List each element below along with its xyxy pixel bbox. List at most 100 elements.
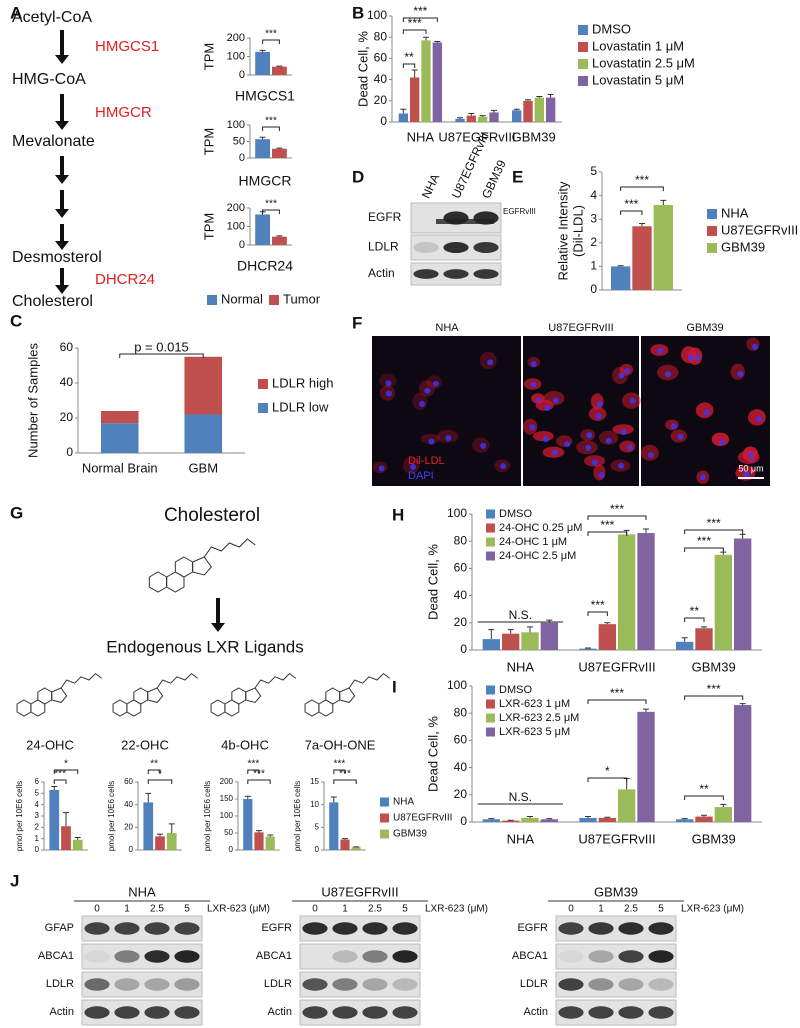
significance-label: ***	[265, 29, 277, 40]
legend-swatch	[486, 699, 495, 709]
arrow-head	[55, 121, 69, 130]
blot-band	[392, 922, 418, 935]
bar	[255, 214, 270, 245]
bar	[502, 633, 520, 650]
metabolite: Acetyl-CoA	[12, 9, 92, 26]
x-tick-label: GBM39	[512, 129, 556, 144]
legend-swatch	[486, 537, 495, 547]
error-bar	[720, 551, 727, 555]
bar	[455, 118, 465, 122]
error-bar	[330, 796, 337, 803]
row-label: ABCA1	[512, 950, 548, 962]
legend-label: U87EGFRvIII	[393, 813, 452, 824]
blot-band	[302, 978, 328, 991]
legend-label: LXR-623 5 μM	[499, 726, 570, 738]
y-tick-label: 4	[35, 800, 40, 809]
significance-label: ***	[635, 173, 649, 187]
cell-nucleus	[647, 451, 654, 458]
bar	[255, 139, 270, 158]
blot-band	[302, 922, 328, 935]
y-tick-label: 60	[124, 777, 133, 786]
bar	[272, 148, 287, 158]
enzyme: DHCR24	[95, 271, 155, 288]
bar	[714, 807, 732, 822]
y-tick-label: 0	[35, 845, 40, 854]
x-axis-label: HMGCR	[239, 173, 292, 189]
y-axis-label: pmol per 10E6 cells	[293, 781, 302, 851]
bar	[184, 414, 223, 453]
structure-ring	[147, 687, 164, 703]
blot-band	[618, 950, 644, 963]
cell-line-title: GBM39	[594, 884, 638, 899]
blot-band	[84, 978, 110, 991]
bar	[351, 847, 361, 850]
panel-letter: E	[512, 167, 523, 186]
bar	[243, 799, 253, 850]
legend-swatch	[578, 25, 588, 35]
y-tick-label: 60	[454, 733, 468, 747]
row-label: Actin	[268, 1006, 292, 1018]
significance-label: ***	[248, 759, 260, 770]
blot-band	[443, 242, 469, 253]
row-label: Actin	[368, 266, 395, 280]
significance-bracket	[402, 29, 427, 34]
significance-label: **	[690, 604, 700, 618]
cell-nucleus	[657, 347, 664, 354]
bar	[272, 66, 287, 75]
error-bar	[513, 108, 520, 111]
y-tick-label: 80	[374, 29, 388, 43]
chart-title: 22-OHC	[121, 737, 169, 752]
error-bar	[267, 834, 274, 837]
bar	[521, 817, 539, 822]
legend-swatch	[258, 379, 268, 389]
error-bar	[643, 528, 649, 534]
panel-letter: I	[392, 677, 397, 696]
blot-band	[392, 978, 418, 991]
legend-swatch	[269, 295, 279, 305]
bar	[398, 113, 408, 122]
y-tick-label: 0	[239, 239, 245, 251]
row-label: ABCA1	[38, 950, 74, 962]
cell-nucleus	[737, 371, 744, 378]
error-bar	[527, 816, 533, 818]
dose-label: 5	[658, 904, 664, 915]
blot-band	[302, 1006, 328, 1019]
metabolite: Mevalonate	[12, 133, 95, 150]
significance-label: ***	[253, 769, 265, 780]
row-label: Actin	[524, 1006, 548, 1018]
row-label: LDLR	[264, 978, 292, 990]
row-label: EGFR	[517, 922, 548, 934]
legend-label: U87EGFRvIII	[721, 222, 798, 237]
y-tick-label: 100	[227, 119, 245, 131]
y-tick-label: 100	[220, 811, 234, 820]
error-bar	[525, 99, 531, 101]
significance-bracket	[587, 611, 608, 616]
cell-nucleus	[424, 387, 431, 394]
error-bar	[276, 147, 283, 149]
y-tick-label: 1	[35, 834, 40, 843]
chart-title: 4b-OHC	[221, 737, 269, 752]
y-tick-label: 0	[229, 845, 234, 854]
cell-nucleus	[747, 452, 754, 459]
dose-label: 1	[124, 904, 130, 915]
error-bar	[434, 40, 441, 43]
blot-band	[473, 269, 499, 279]
panel-letter: J	[10, 871, 19, 890]
y-tick-label: 100	[227, 50, 245, 62]
significance-label: ***	[54, 769, 66, 780]
dose-label: 0	[568, 904, 574, 915]
error-bar	[479, 115, 486, 117]
error-bar	[681, 637, 688, 642]
bar	[329, 802, 339, 850]
bar	[676, 641, 694, 650]
legend-label: DMSO	[592, 21, 631, 36]
y-axis-label: Dead Cell, %	[425, 716, 440, 792]
bar	[534, 97, 544, 122]
blot-band	[174, 950, 200, 963]
blot-band	[144, 922, 170, 935]
legend-swatch	[578, 59, 588, 69]
x-axis-label: HMGCS1	[235, 88, 295, 104]
dose-label: 5	[184, 904, 190, 915]
bar	[523, 100, 533, 122]
significance-bracket	[119, 353, 204, 358]
